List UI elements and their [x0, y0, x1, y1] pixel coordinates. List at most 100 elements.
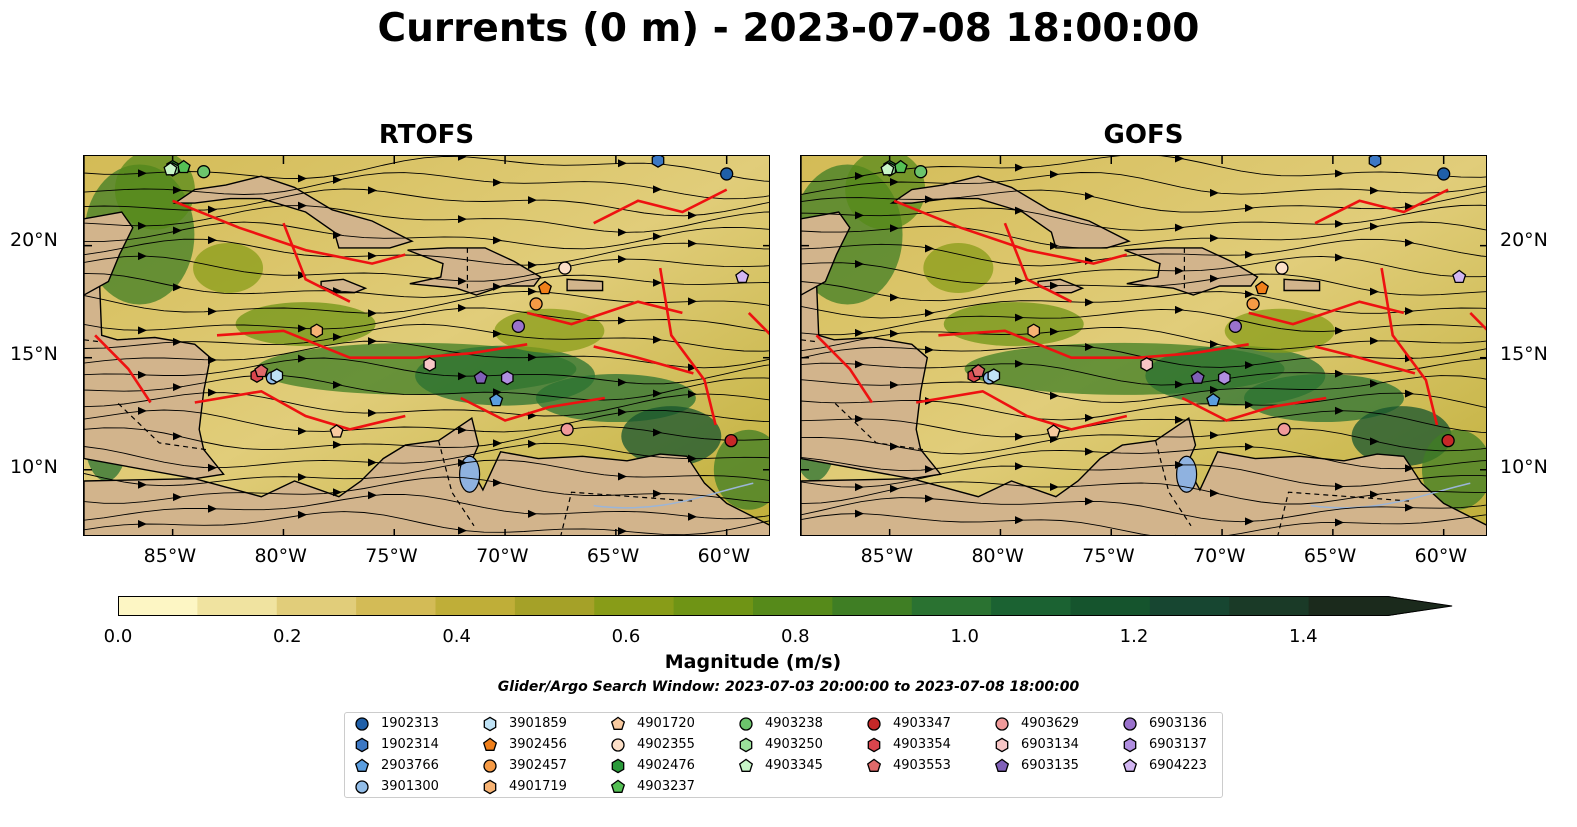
flow-arrow-icon	[1335, 253, 1344, 262]
flow-arrow-icon	[173, 432, 182, 441]
colorbar-tick-label: 0.0	[103, 626, 133, 647]
eez-boundary	[94, 334, 152, 404]
float-marker-6903136	[1228, 319, 1243, 333]
flow-arrow-icon	[208, 388, 217, 397]
legend-label: 6903134	[1021, 737, 1079, 752]
colorbar-tick-label: 1.2	[1119, 626, 1149, 647]
flow-arrow-icon	[1370, 287, 1379, 296]
flow-arrow-icon	[688, 390, 697, 399]
legend-label: 3902457	[509, 758, 567, 773]
flow-arrow-icon	[855, 172, 864, 181]
flow-arrow-icon	[688, 297, 697, 306]
flow-arrow-icon	[1370, 437, 1379, 446]
flow-arrow-icon	[493, 236, 502, 245]
flow-arrow-icon	[1335, 219, 1344, 228]
flow-arrow-icon	[618, 255, 627, 264]
streamline	[801, 308, 1486, 336]
streamline	[801, 446, 1486, 472]
flow-arrow-icon	[138, 520, 147, 529]
legend-marker-4902476	[611, 758, 625, 774]
flow-arrow-icon	[1085, 497, 1094, 506]
current-speed-region	[621, 406, 722, 467]
float-marker-6903137	[500, 370, 514, 386]
flow-arrow-icon	[1210, 340, 1219, 349]
colorbar-segment	[1149, 596, 1230, 616]
flow-arrow-icon	[653, 428, 662, 437]
float-marker-4903629	[1277, 422, 1291, 437]
legend-marker-6903135	[994, 758, 1010, 772]
flow-arrow-icon	[890, 224, 899, 233]
float-marker-4903237	[176, 159, 191, 174]
lon-tick-label: 65°W	[586, 545, 640, 567]
pentagon-marker-icon	[1122, 758, 1138, 772]
flow-arrow-icon	[1015, 359, 1024, 368]
float-marker-4903347	[724, 433, 738, 448]
flow-arrow-icon	[1050, 170, 1059, 179]
flow-arrow-icon	[1050, 241, 1059, 250]
flow-arrow-icon	[368, 491, 377, 500]
lon-tick-label: 75°W	[365, 545, 418, 567]
colorbar-segment	[435, 596, 516, 616]
colorbar-label: Magnitude (m/s)	[664, 651, 842, 673]
streamline	[801, 221, 1486, 249]
streamline	[801, 273, 1486, 302]
eez-boundary	[1314, 188, 1449, 225]
circle-marker-icon	[611, 738, 625, 752]
streamline	[801, 375, 1486, 403]
flow-arrow-icon	[925, 244, 934, 253]
lat-tick-20n-left: 20°N	[10, 229, 58, 251]
eez-boundary	[815, 334, 873, 404]
eez-boundary	[747, 311, 769, 336]
flow-arrow-icon	[368, 409, 377, 418]
streamline	[84, 205, 769, 233]
colorbar	[118, 596, 1453, 616]
streamlines	[84, 156, 769, 535]
flow-arrow-icon	[138, 169, 147, 178]
country-border	[84, 339, 102, 343]
land-mass	[801, 156, 851, 296]
flow-arrow-icon	[1175, 415, 1184, 424]
eez-boundary	[172, 199, 406, 265]
flow-arrow-icon	[1405, 238, 1414, 247]
flow-arrow-icon	[493, 282, 502, 291]
eez-boundary	[216, 329, 528, 359]
legend: 1902313 1902314 2903766 3901300 3901859 39024…	[344, 712, 1223, 798]
hexagon-marker-icon	[355, 737, 369, 753]
lat-tick-20n-right: 20°N	[1500, 229, 1548, 251]
flow-arrow-icon	[493, 329, 502, 338]
rtofs-map	[84, 156, 769, 535]
eez-boundary	[593, 345, 694, 375]
streamline	[801, 481, 1486, 505]
float-marker-2903766	[489, 392, 504, 407]
legend-label: 1902314	[381, 737, 439, 752]
legend-marker-4902355	[611, 738, 625, 752]
legend-marker-6903136	[1123, 717, 1137, 731]
current-speed-region	[193, 243, 264, 294]
flow-arrow-icon	[1210, 431, 1219, 440]
flow-arrow-icon	[458, 277, 467, 286]
flow-arrow-icon	[138, 480, 147, 489]
flow-arrow-icon	[1335, 326, 1344, 335]
hexagon-marker-icon	[1123, 737, 1137, 753]
flow-arrow-icon	[653, 335, 662, 344]
legend-marker-3901300	[355, 780, 369, 794]
flow-arrow-icon	[1175, 380, 1184, 389]
float-marker-3901859	[270, 368, 284, 383]
land-mass	[1283, 278, 1321, 292]
hexagon-marker-icon	[483, 779, 497, 795]
flow-arrow-icon	[1370, 379, 1379, 388]
legend-marker-3901859	[483, 716, 497, 732]
search-window-text: Glider/Argo Search Window: 2023-07-03 20…	[497, 679, 1080, 695]
float-marker-4903237	[893, 159, 908, 174]
current-speed-region	[845, 156, 926, 230]
colorbar-tick-label: 1.4	[1289, 626, 1318, 647]
flow-arrow-icon	[208, 463, 217, 472]
flow-arrow-icon	[688, 454, 697, 463]
streamline	[801, 172, 1486, 195]
colorbar-segment	[514, 596, 595, 616]
flow-arrow-icon	[173, 383, 182, 392]
flow-arrow-icon	[458, 458, 467, 467]
colorbar-segment	[832, 596, 913, 616]
flow-arrow-icon	[855, 483, 864, 492]
legend-marker-4901720	[610, 716, 626, 730]
